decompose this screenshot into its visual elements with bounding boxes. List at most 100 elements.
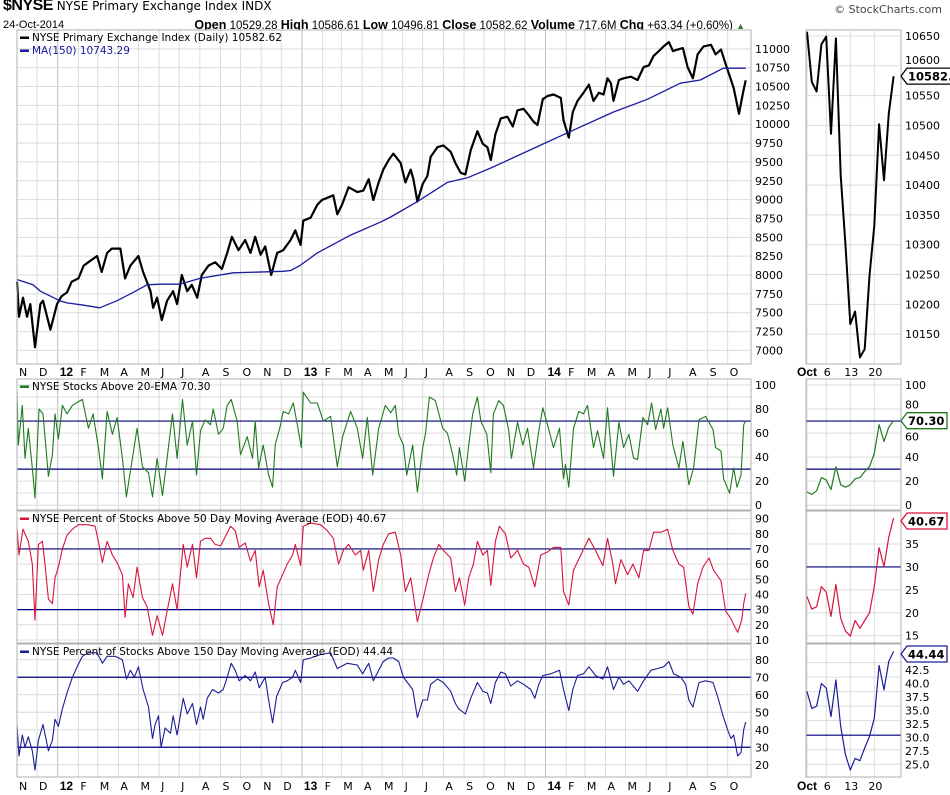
month-label: F bbox=[325, 780, 331, 793]
volume-label: Volume bbox=[530, 18, 575, 32]
zoom-panel-frame bbox=[805, 378, 902, 511]
zoom-day-label: 20 bbox=[868, 366, 882, 379]
pct150-zoom-line bbox=[806, 651, 895, 771]
month-label: M bbox=[628, 366, 638, 379]
month-label: A bbox=[202, 366, 210, 379]
quote-summary: Open 10529.28 High 10586.61 Low 10496.81… bbox=[194, 18, 745, 33]
month-label: F bbox=[568, 780, 574, 793]
month-label: M bbox=[384, 780, 394, 793]
month-label: N bbox=[19, 780, 27, 793]
y-tick-label: 0 bbox=[755, 499, 762, 512]
legend-label: MA(150) 10743.29 bbox=[32, 45, 130, 57]
month-label: N bbox=[507, 780, 515, 793]
pct50-zoom-line bbox=[806, 517, 895, 637]
y-tick-label: 20 bbox=[755, 759, 769, 772]
month-label: J bbox=[160, 780, 164, 793]
zoom-y-tick-label: 10250 bbox=[905, 269, 940, 282]
legend-swatch bbox=[20, 650, 29, 653]
zoom-y-tick-label: 35 bbox=[905, 538, 919, 551]
zoom-y-tick-label: 15 bbox=[905, 630, 919, 643]
close-value: 10582.62 bbox=[479, 20, 528, 32]
y-tick-label: 7000 bbox=[755, 344, 783, 357]
panel-frame bbox=[16, 29, 752, 365]
month-label: M bbox=[587, 780, 597, 793]
zoom-y-tick-label: 10200 bbox=[905, 298, 940, 311]
month-label: A bbox=[608, 780, 616, 793]
zoom-y-tick-label: 10550 bbox=[905, 90, 940, 103]
badge-value: 44.44 bbox=[908, 648, 944, 662]
y-tick-label: 60 bbox=[755, 689, 769, 702]
last-value-badge: 40.67 bbox=[900, 512, 948, 530]
zoom-day-label: 6 bbox=[824, 780, 831, 793]
month-label: M bbox=[100, 366, 110, 379]
badge-value: 10582.62 bbox=[908, 70, 950, 84]
zoom-y-tick-label: 30.0 bbox=[905, 732, 930, 745]
change-label: Chg bbox=[619, 18, 644, 32]
month-label: F bbox=[568, 366, 574, 379]
zoom-day-label: 13 bbox=[844, 780, 858, 793]
volume-value: 717.6M bbox=[578, 20, 617, 32]
pct150-line bbox=[16, 652, 747, 771]
month-label: S bbox=[223, 780, 230, 793]
zoom-y-tick-label: 20 bbox=[905, 607, 919, 620]
open-label: Open bbox=[194, 18, 227, 32]
zoom-y-tick-label: 40 bbox=[905, 451, 919, 464]
panel-background bbox=[17, 30, 751, 364]
zoom-y-tick-label: 0 bbox=[905, 499, 912, 512]
ema20-zoom-panel: 100 80 60 40 20 0 bbox=[805, 378, 926, 512]
month-label: A bbox=[689, 780, 697, 793]
y-tick-label: 60 bbox=[755, 427, 769, 440]
y-tick-label: 10 bbox=[755, 634, 769, 647]
zoom-y-tick-label: 10400 bbox=[905, 179, 940, 192]
month-label: F bbox=[325, 366, 331, 379]
y-tick-label: 9750 bbox=[755, 137, 783, 150]
zoom-day-label: 20 bbox=[868, 780, 882, 793]
month-label: A bbox=[445, 780, 453, 793]
pct50-line bbox=[16, 522, 747, 636]
ema20-panel: 0 20 40 60 80 100 NYSE Stocks Above 20-EMA 70.… bbox=[16, 378, 776, 512]
y-tick-label: 20 bbox=[755, 619, 769, 632]
badge-outline bbox=[900, 645, 948, 663]
price-line bbox=[15, 40, 747, 349]
close-label: Close bbox=[442, 18, 477, 32]
high-label: High bbox=[280, 18, 309, 32]
zoom-y-tick-label: 60 bbox=[905, 431, 919, 444]
zoom-y-tick-label: 35.0 bbox=[905, 705, 930, 718]
pct50-zoom-panel: 35 30 25 20 15 bbox=[805, 510, 919, 644]
y-tick-label: 80 bbox=[755, 528, 769, 541]
zoom-y-tick-label: 10150 bbox=[905, 328, 940, 341]
month-label: M bbox=[140, 366, 150, 379]
last-value-badge: 70.30 bbox=[900, 412, 948, 430]
copyright-link[interactable]: © StockCharts.com bbox=[834, 3, 942, 16]
y-tick-label: 8250 bbox=[755, 250, 783, 263]
month-label: 14 bbox=[547, 779, 561, 793]
month-label: A bbox=[608, 366, 616, 379]
month-label: O bbox=[243, 780, 252, 793]
panel-background bbox=[17, 511, 751, 643]
panel-frame bbox=[16, 510, 752, 644]
month-label: 13 bbox=[304, 779, 318, 793]
month-label: S bbox=[710, 780, 717, 793]
month-label: J bbox=[404, 366, 408, 379]
y-tick-label: 80 bbox=[755, 654, 769, 667]
zoom-y-tick-label: 27.5 bbox=[905, 745, 930, 758]
zoom-y-tick-label: 10300 bbox=[905, 239, 940, 252]
badge-outline bbox=[900, 512, 948, 530]
legend-swatch bbox=[20, 385, 29, 388]
pct150-zoom-panel: 42.540.037.535.032.530.027.525.0 bbox=[805, 643, 930, 778]
zoom-y-tick-label: 40.0 bbox=[905, 678, 930, 691]
month-label: 12 bbox=[60, 779, 74, 793]
month-label: M bbox=[140, 780, 150, 793]
month-label: M bbox=[343, 780, 353, 793]
last-value-badge: 10582.62 bbox=[900, 67, 950, 85]
month-label: D bbox=[39, 366, 47, 379]
y-tick-label: 30 bbox=[755, 741, 769, 754]
month-label: D bbox=[527, 366, 535, 379]
y-tick-label: 60 bbox=[755, 558, 769, 571]
y-tick-label: 80 bbox=[755, 403, 769, 416]
y-tick-label: 9000 bbox=[755, 194, 783, 207]
month-label: J bbox=[160, 366, 164, 379]
month-label: A bbox=[445, 366, 453, 379]
month-label: J bbox=[180, 366, 184, 379]
y-tick-label: 9250 bbox=[755, 175, 783, 188]
